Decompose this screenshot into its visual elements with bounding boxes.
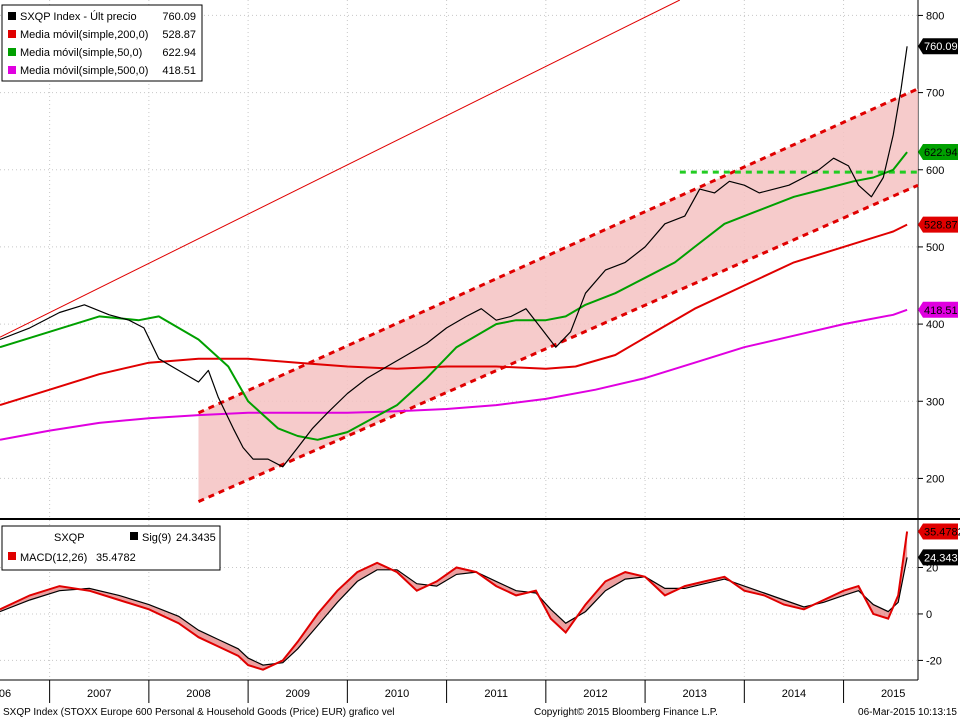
footer-center: Copyright© 2015 Bloomberg Finance L.P. <box>534 707 718 718</box>
footer-left: SXQP Index (STOXX Europe 600 Personal & … <box>3 707 394 718</box>
price-legend-label: Media móvil(simple,200,0) <box>20 29 148 41</box>
price-tick-label: 600 <box>926 165 944 177</box>
x-tick-label: 2014 <box>782 688 806 700</box>
macd-legend-sig-swatch <box>130 532 138 540</box>
price-legend-value: 528.87 <box>162 29 196 41</box>
footer: SXQP Index (STOXX Europe 600 Personal & … <box>3 707 957 718</box>
x-tick-label: 2011 <box>484 688 508 700</box>
macd-y-ticks: -20 0 20 <box>918 562 942 667</box>
macd-legend-macd-value: 35.4782 <box>96 552 136 564</box>
macd-legend: SXQP Sig(9) 24.3435 MACD(12,26) 35.4782 <box>1 525 221 571</box>
x-tick-label: 2010 <box>385 688 409 700</box>
price-tag-value: 418.51 <box>924 305 958 317</box>
macd-tag-bg <box>918 549 958 566</box>
macd-signal-line <box>0 557 908 666</box>
price-tag-bg <box>918 144 958 161</box>
price-tag-value: 760.09 <box>924 41 958 53</box>
macd-legend-macd-label: MACD(12,26) <box>20 552 87 564</box>
price-series-line <box>0 151 908 441</box>
x-year-ticks: 06 2007 2008 2009 2010 2011 2012 2013 2014 2015 <box>0 680 905 703</box>
macd-legend-sig-label: Sig(9) <box>142 532 171 544</box>
price-series-line <box>0 308 908 441</box>
dashed-trendline <box>197 183 919 503</box>
price-series-line <box>0 223 908 407</box>
price-legend: SXQP Index - Últ precio 760.09 Media móvil… <box>1 4 203 82</box>
x-tick-label: 2008 <box>186 688 210 700</box>
macd-tag-value: 24.3435 <box>924 552 960 564</box>
price-tick-label: 300 <box>926 396 944 408</box>
price-series-line <box>0 46 908 468</box>
trend-channel-fill <box>198 88 919 502</box>
price-legend-value: 418.51 <box>162 65 196 77</box>
macd-tick-label: 0 <box>926 609 932 621</box>
x-tick-label: 2012 <box>583 688 607 700</box>
x-tick-label: 2007 <box>87 688 111 700</box>
price-legend-swatch <box>8 66 16 74</box>
macd-legend-macd-swatch <box>8 552 16 560</box>
price-tick-label: 400 <box>926 319 944 331</box>
macd-legend-title: SXQP <box>54 532 85 544</box>
price-legend-value: 760.09 <box>162 11 196 23</box>
x-tick-label: 2013 <box>682 688 706 700</box>
x-tick-label: 2015 <box>881 688 905 700</box>
macd-legend-box <box>1 525 221 571</box>
x-tick-label: 06 <box>0 688 11 700</box>
macd-legend-sig-value: 24.3435 <box>176 532 216 544</box>
price-tick-label: 200 <box>926 473 944 485</box>
price-tick-label: 800 <box>926 10 944 22</box>
price-legend-label: Media móvil(simple,50,0) <box>20 47 142 59</box>
price-tag-value: 528.87 <box>924 220 958 232</box>
macd-tick-label: 20 <box>926 562 938 574</box>
footer-right: 06-Mar-2015 10:13:15 <box>858 707 957 718</box>
price-legend-label: Media móvil(simple,500,0) <box>20 65 148 77</box>
price-legend-swatch <box>8 12 16 20</box>
price-legend-box <box>1 4 203 82</box>
macd-tag-value: 35.4782 <box>924 527 960 539</box>
price-legend-swatch <box>8 30 16 38</box>
price-tag-bg <box>918 216 958 233</box>
last-value-tags: 760.09 622.94 528.87 418.51 35.4782 24.3435 <box>918 38 960 566</box>
macd-tick-label: -20 <box>926 655 942 667</box>
x-tick-label: 2009 <box>285 688 309 700</box>
price-series-group <box>0 46 908 468</box>
price-panel-background <box>0 0 918 517</box>
price-tag-value: 622.94 <box>924 147 958 159</box>
price-tag-bg <box>918 301 958 318</box>
price-y-ticks: 200 300 400 500 600 700 800 <box>918 10 944 485</box>
price-legend-value: 622.94 <box>162 47 196 59</box>
macd-line <box>0 531 909 671</box>
price-tag-bg <box>918 38 958 55</box>
upper-trendline <box>0 0 681 338</box>
price-tick-label: 500 <box>926 242 944 254</box>
technical-annotations <box>0 0 919 503</box>
price-legend-swatch <box>8 48 16 56</box>
price-legend-label: SXQP Index - Últ precio <box>20 10 137 23</box>
price-tick-label: 700 <box>926 88 944 100</box>
macd-series-group <box>0 531 909 671</box>
macd-tag-bg <box>918 523 958 540</box>
